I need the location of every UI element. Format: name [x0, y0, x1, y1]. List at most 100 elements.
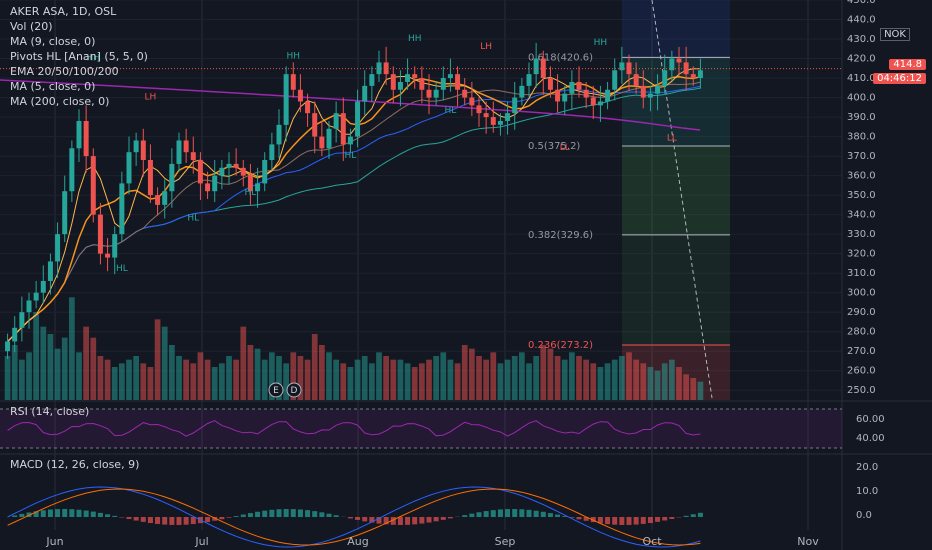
indicator-ma200[interactable]: MA (200, close, 0)	[10, 95, 110, 108]
volume-bar	[404, 363, 411, 400]
volume-bar	[19, 359, 25, 400]
macd-histogram-bar	[283, 509, 289, 517]
volume-bar	[419, 363, 425, 400]
fib-zone-618	[622, 57, 730, 146]
indicator-legend: AKER ASA, 1D, OSL Vol (20) MA (9, close,…	[10, 4, 148, 109]
volume-bar	[554, 356, 561, 400]
macd-tick-label: 10.0	[856, 486, 878, 497]
candle-body	[576, 81, 582, 90]
price-tick-label: 310.0	[847, 268, 876, 279]
macd-histogram-bar	[476, 512, 482, 517]
x-tick-label: Oct	[642, 535, 662, 548]
macd-histogram-bar	[269, 509, 275, 517]
macd-histogram-bar	[505, 509, 511, 517]
macd-histogram-bar	[219, 517, 225, 520]
volume-bar	[504, 359, 511, 400]
macd-histogram-bar	[483, 511, 489, 517]
volume-bar	[540, 345, 547, 400]
price-tick-label: 270.0	[847, 346, 876, 357]
volume-bar	[26, 352, 32, 400]
currency-badge[interactable]: NOK	[880, 28, 910, 41]
indicator-ma9[interactable]: MA (9, close, 0)	[10, 35, 96, 48]
fib-level-label: 0.382(329.6)	[528, 230, 593, 241]
volume-bar	[247, 345, 254, 400]
volume-bar	[390, 359, 397, 400]
macd-histogram-bar	[547, 513, 553, 517]
symbol-line[interactable]: AKER ASA, 1D, OSL	[10, 5, 117, 18]
volume-bar	[333, 359, 339, 400]
pivot-label: HH	[594, 38, 608, 48]
volume-bar	[119, 363, 125, 400]
indicator-pivots[interactable]: Pivots HL [Anan] (5, 5, 0)	[10, 50, 148, 63]
macd-histogram-bar	[33, 511, 39, 517]
rsi-label[interactable]: RSI (14, close)	[10, 405, 90, 418]
volume-bar	[440, 352, 447, 400]
volume-bar	[76, 352, 82, 400]
macd-histogram-bar	[362, 517, 368, 522]
candle-body	[133, 140, 139, 153]
candle-body	[112, 234, 118, 258]
volume-bar	[233, 359, 239, 400]
volume-bar	[240, 326, 247, 400]
price-tick-label: 380.0	[847, 132, 876, 143]
macd-histogram-bar	[162, 517, 168, 525]
volume-bar	[190, 363, 197, 400]
macd-histogram-bar	[290, 509, 296, 517]
event-marker-label: E	[273, 386, 279, 396]
macd-label[interactable]: MACD (12, 26, close, 9)	[10, 458, 140, 471]
volume-bar	[269, 352, 275, 400]
candle-body	[40, 280, 46, 293]
price-tick-label: 420.0	[847, 54, 876, 65]
candle-body	[533, 58, 539, 75]
macd-histogram-bar	[583, 517, 589, 521]
last-price-tag: 414.8	[889, 59, 926, 70]
candle-body	[583, 89, 589, 98]
price-tick-label: 340.0	[847, 210, 876, 221]
volume-bar	[126, 359, 132, 400]
ma200-line	[0, 79, 701, 131]
candle-body	[62, 191, 68, 235]
candle-body	[290, 74, 296, 90]
indicator-vol[interactable]: Vol (20)	[10, 20, 53, 33]
price-tick-label: 350.0	[847, 190, 876, 201]
volume-bar	[669, 359, 675, 400]
volume-bar	[204, 359, 211, 400]
macd-histogram-bar	[383, 517, 389, 525]
candle-body	[169, 163, 175, 192]
volume-bar	[397, 359, 404, 400]
macd-histogram-bar	[597, 517, 603, 524]
price-tick-label: 300.0	[847, 288, 876, 299]
price-tick-label: 440.0	[847, 15, 876, 26]
macd-histogram-bar	[319, 512, 325, 517]
candle-body	[369, 74, 375, 86]
candle-body	[547, 78, 553, 90]
price-tick-label: 400.0	[847, 93, 876, 104]
macd-histogram-bar	[133, 517, 139, 521]
candle-body	[233, 163, 239, 168]
macd-histogram-bar	[519, 509, 525, 517]
volume-bar	[340, 363, 347, 400]
macd-histogram-bar	[112, 515, 118, 517]
candle-body	[626, 62, 632, 75]
volume-bar	[347, 367, 354, 400]
candle-body	[405, 74, 411, 82]
candle-body	[455, 74, 461, 90]
candle-body	[333, 113, 339, 129]
pivot-label: HH	[408, 34, 422, 44]
macd-histogram-bar	[40, 510, 46, 517]
price-tick-label: 370.0	[847, 151, 876, 162]
indicator-ema[interactable]: EMA 20/50/100/200	[10, 65, 119, 78]
candle-body	[562, 93, 568, 102]
indicator-ma5[interactable]: MA (5, close, 0)	[10, 80, 96, 93]
candle-body	[640, 85, 646, 98]
macd-histogram-bar	[576, 517, 582, 520]
macd-histogram-bar	[376, 517, 382, 524]
macd-histogram-bar	[326, 513, 332, 517]
candle-body	[519, 85, 525, 98]
macd-histogram-bar	[126, 517, 132, 520]
candle-body	[283, 74, 289, 125]
candle-body	[140, 140, 146, 160]
candle-body	[526, 74, 532, 86]
